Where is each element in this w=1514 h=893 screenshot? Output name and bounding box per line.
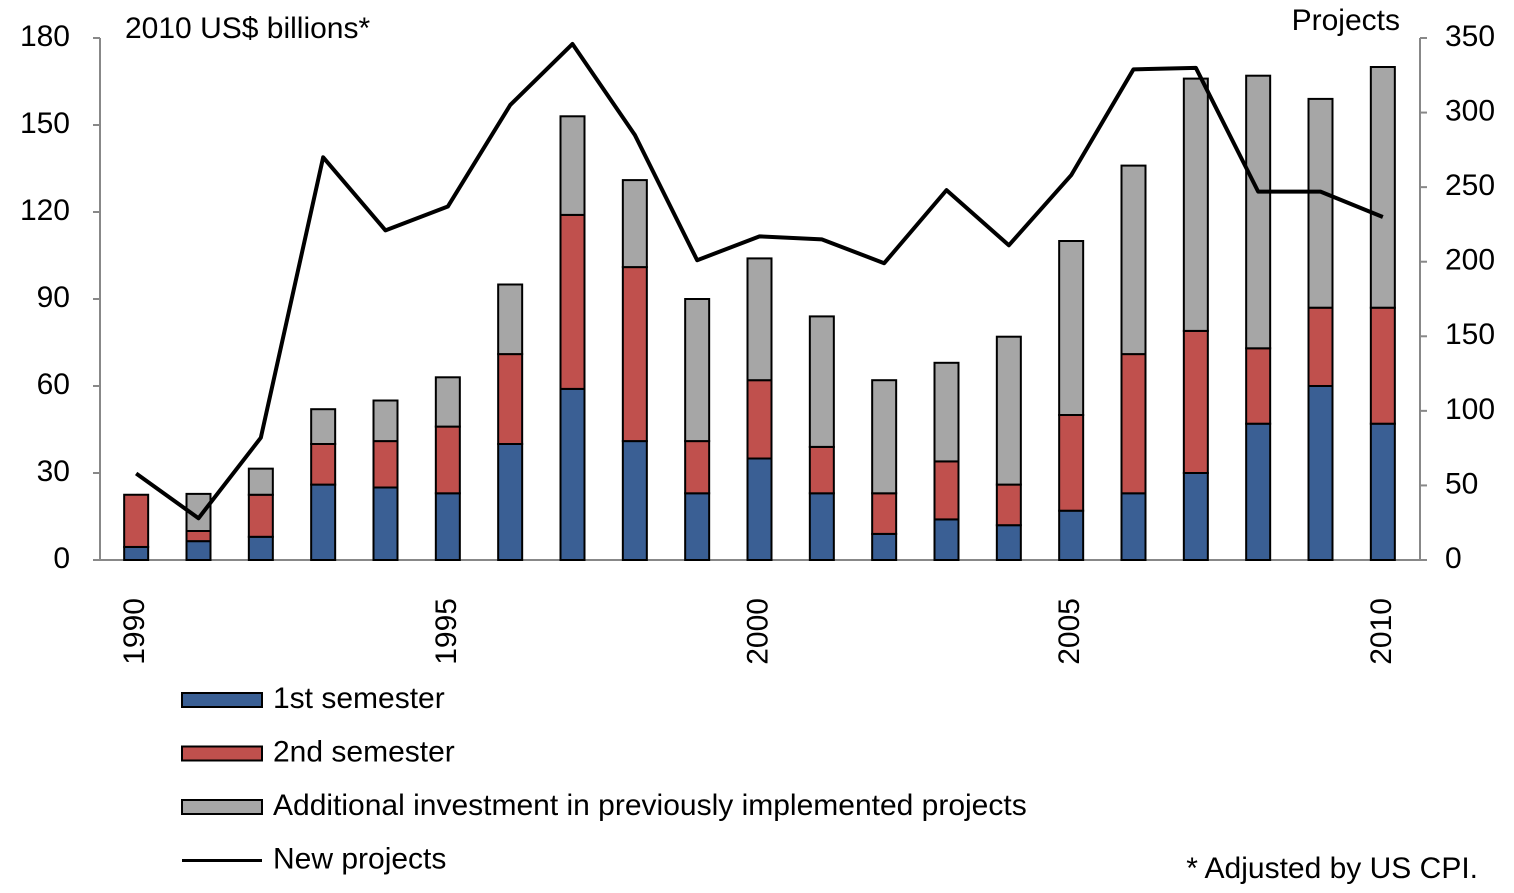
bar-segment bbox=[1369, 422, 1396, 562]
x-tick-label: 1990 bbox=[118, 598, 151, 665]
bar-segment bbox=[1058, 240, 1085, 416]
bar-segment bbox=[621, 440, 648, 562]
y2-tick-label: 350 bbox=[1445, 20, 1495, 53]
x-tick-label: 2005 bbox=[1053, 598, 1086, 665]
y-tick-label: 120 bbox=[20, 194, 70, 227]
footnote: * Adjusted by US CPI. bbox=[1186, 852, 1478, 885]
y2-tick-label: 250 bbox=[1445, 169, 1495, 202]
bar-segment bbox=[1120, 164, 1147, 356]
legend-label: 2nd semester bbox=[273, 735, 455, 768]
bar-segment bbox=[497, 353, 524, 446]
y-axis-title: 2010 US$ billions* bbox=[125, 12, 370, 45]
bar-segment bbox=[1307, 306, 1334, 388]
bar-segment bbox=[1058, 414, 1085, 512]
bar-segment bbox=[497, 283, 524, 356]
x-tick-label: 2010 bbox=[1365, 598, 1398, 665]
bar-segment bbox=[434, 376, 461, 428]
legend-swatch bbox=[181, 692, 263, 708]
y2-tick-label: 200 bbox=[1445, 244, 1495, 277]
bar-segment bbox=[684, 298, 711, 443]
bar-segment bbox=[871, 492, 898, 535]
bar-segment bbox=[434, 425, 461, 495]
bar-segment bbox=[995, 335, 1022, 486]
legend-label: Additional investment in previously impl… bbox=[273, 789, 1027, 822]
line-series bbox=[135, 41, 1384, 521]
y-tick-label: 30 bbox=[37, 455, 70, 488]
y2-tick-label: 0 bbox=[1445, 542, 1462, 575]
y2-tick-label: 150 bbox=[1445, 318, 1495, 351]
bar-segment bbox=[434, 492, 461, 561]
bar-segment bbox=[1369, 306, 1396, 425]
legend-label: 1st semester bbox=[273, 682, 445, 715]
bar-segment bbox=[247, 493, 274, 538]
bar-segment bbox=[746, 257, 773, 382]
bar-segment bbox=[1307, 97, 1334, 309]
bar-segment bbox=[808, 445, 835, 495]
y2-tick-label: 100 bbox=[1445, 393, 1495, 426]
bar-segment bbox=[995, 524, 1022, 562]
bar-segment bbox=[497, 443, 524, 561]
bar-segment bbox=[559, 213, 586, 390]
bar-segment bbox=[1307, 385, 1334, 561]
bar-segment bbox=[933, 361, 960, 463]
bar-segment bbox=[1245, 422, 1272, 562]
bar-segment bbox=[1120, 492, 1147, 561]
bar-segment bbox=[247, 467, 274, 496]
bar-segment bbox=[559, 115, 586, 216]
bar-segment bbox=[808, 315, 835, 448]
x-tick-label: 2000 bbox=[741, 598, 774, 665]
bar-segment bbox=[185, 540, 212, 562]
bar-segment bbox=[559, 387, 586, 561]
bar-segment bbox=[1245, 347, 1272, 425]
bar-segment bbox=[933, 518, 960, 562]
bar-segment bbox=[185, 492, 212, 533]
bar-segment bbox=[684, 440, 711, 495]
bar-segment bbox=[746, 379, 773, 460]
bar-segment bbox=[1245, 74, 1272, 350]
bar-segment bbox=[933, 460, 960, 521]
y2-tick-label: 50 bbox=[1445, 467, 1478, 500]
bar-segment bbox=[123, 493, 150, 548]
y-tick-label: 150 bbox=[20, 107, 70, 140]
y-tick-label: 0 bbox=[53, 542, 70, 575]
bar-segment bbox=[247, 535, 274, 561]
bar-segment bbox=[372, 486, 399, 561]
bar-segment bbox=[310, 483, 337, 562]
y-tick-label: 180 bbox=[20, 20, 70, 53]
y2-axis-title: Projects bbox=[1292, 4, 1400, 37]
bar-segment bbox=[621, 266, 648, 443]
bar-segment bbox=[123, 545, 150, 562]
bar-segment bbox=[995, 483, 1022, 527]
bar-segment bbox=[1182, 77, 1209, 332]
bar-segment bbox=[1058, 509, 1085, 562]
bar-segment bbox=[684, 492, 711, 561]
x-tick-label: 1995 bbox=[430, 598, 463, 665]
bar-segment bbox=[372, 399, 399, 443]
bar-segment bbox=[871, 532, 898, 562]
bar-segment bbox=[621, 179, 648, 269]
bar-segment bbox=[808, 492, 835, 561]
bar-segment bbox=[746, 457, 773, 561]
bar-segment bbox=[310, 408, 337, 446]
legend-swatch bbox=[181, 799, 263, 815]
y2-tick-label: 300 bbox=[1445, 94, 1495, 127]
bar-segment bbox=[1182, 472, 1209, 561]
bar-segment bbox=[310, 443, 337, 486]
bar-segment bbox=[1182, 329, 1209, 474]
bar-segment bbox=[372, 440, 399, 489]
bar-segment bbox=[1120, 353, 1147, 495]
y-tick-label: 60 bbox=[37, 368, 70, 401]
y-tick-label: 90 bbox=[37, 281, 70, 314]
bar-segment bbox=[1369, 66, 1396, 309]
legend-swatch bbox=[181, 745, 263, 762]
legend-label: New projects bbox=[273, 842, 446, 875]
bar-segment bbox=[871, 379, 898, 495]
bar-segment bbox=[185, 530, 212, 543]
